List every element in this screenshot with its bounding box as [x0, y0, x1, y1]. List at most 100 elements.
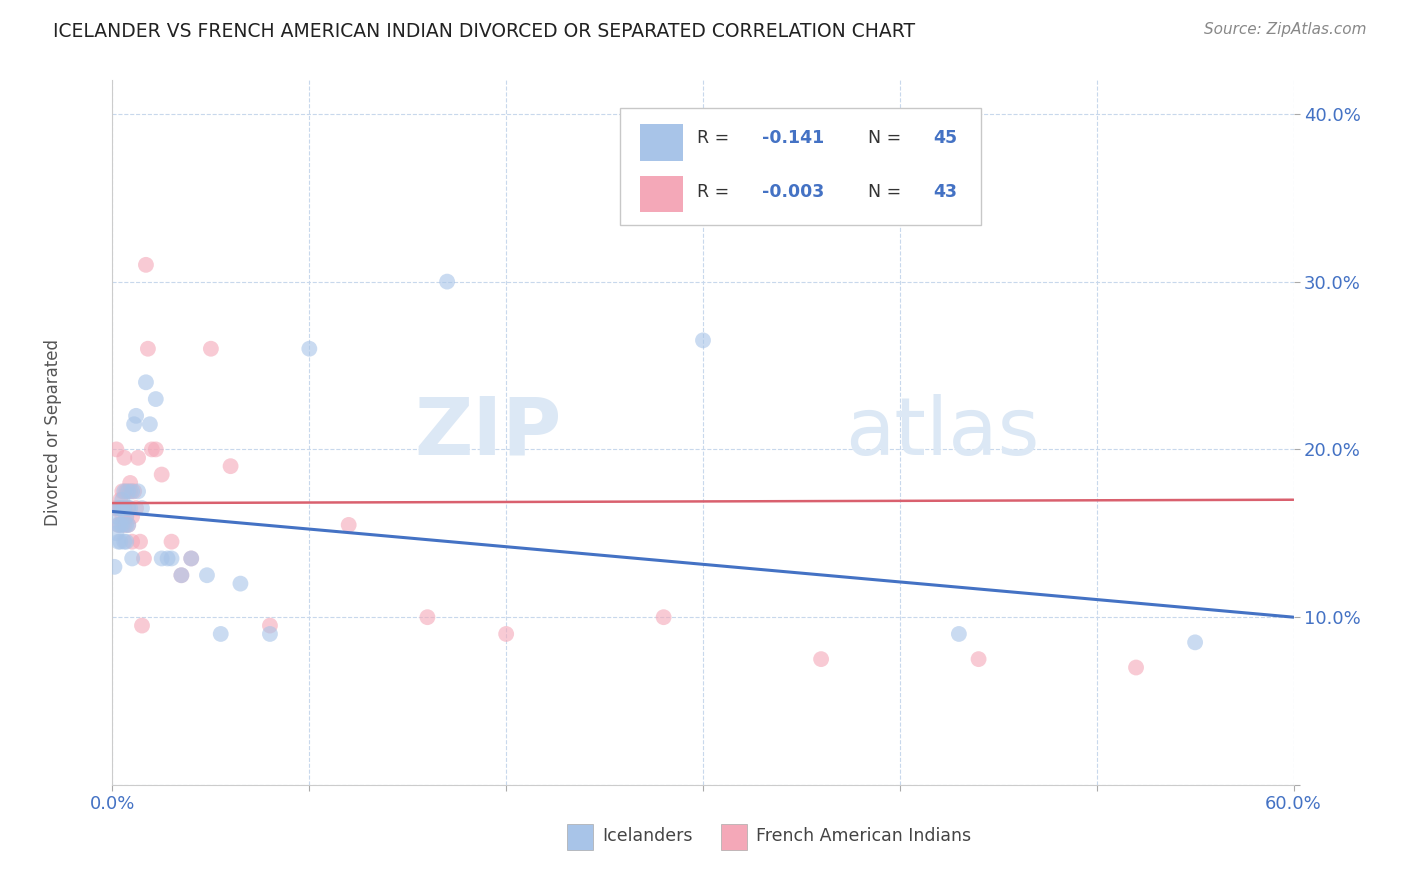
Point	[160, 534, 183, 549]
Point	[131, 618, 153, 632]
Point	[135, 376, 157, 390]
Text: atlas: atlas	[845, 393, 1039, 472]
Point	[122, 417, 145, 432]
Point	[141, 442, 163, 457]
Point	[156, 551, 179, 566]
Point	[110, 501, 132, 516]
Point	[112, 501, 135, 516]
Text: ICELANDER VS FRENCH AMERICAN INDIAN DIVORCED OR SEPARATED CORRELATION CHART: ICELANDER VS FRENCH AMERICAN INDIAN DIVO…	[53, 22, 915, 41]
Text: Divorced or Separated: Divorced or Separated	[45, 339, 62, 526]
Point	[117, 517, 139, 532]
Point	[180, 551, 202, 566]
Point	[107, 517, 129, 532]
Point	[120, 475, 142, 490]
Point	[112, 484, 135, 499]
Text: N =: N =	[869, 129, 907, 147]
Point	[127, 484, 149, 499]
Point	[117, 501, 139, 516]
Text: Source: ZipAtlas.com: Source: ZipAtlas.com	[1204, 22, 1367, 37]
Point	[117, 517, 139, 532]
Point	[652, 610, 675, 624]
Point	[170, 568, 193, 582]
Point	[416, 610, 439, 624]
Text: R =: R =	[697, 183, 735, 201]
Text: Icelanders: Icelanders	[603, 828, 693, 846]
Point	[145, 392, 167, 406]
Point	[121, 551, 143, 566]
Text: French American Indians: French American Indians	[756, 828, 972, 846]
Point	[110, 501, 132, 516]
Point	[337, 517, 360, 532]
Point	[115, 534, 138, 549]
Point	[139, 417, 162, 432]
Point	[111, 517, 134, 532]
Point	[170, 568, 193, 582]
Point	[1125, 660, 1147, 674]
Point	[115, 484, 138, 499]
Point	[136, 342, 159, 356]
Bar	[721, 823, 747, 850]
Text: -0.141: -0.141	[762, 129, 824, 147]
Point	[112, 534, 135, 549]
Point	[110, 534, 132, 549]
Point	[103, 559, 125, 574]
FancyBboxPatch shape	[620, 109, 980, 225]
Point	[121, 534, 143, 549]
Point	[160, 551, 183, 566]
Point	[150, 551, 173, 566]
Point	[111, 509, 134, 524]
Text: R =: R =	[697, 129, 735, 147]
Point	[110, 517, 132, 532]
Text: -0.003: -0.003	[762, 183, 824, 201]
Point	[112, 517, 135, 532]
Point	[495, 627, 517, 641]
Point	[120, 484, 142, 499]
Point	[219, 459, 242, 474]
Point	[209, 627, 232, 641]
Point	[117, 501, 139, 516]
Bar	[567, 823, 593, 850]
Point	[948, 627, 970, 641]
Point	[115, 509, 138, 524]
Point	[125, 409, 148, 423]
Text: 43: 43	[934, 183, 957, 201]
Point	[229, 576, 252, 591]
Point	[1184, 635, 1206, 649]
Point	[436, 275, 458, 289]
Point	[112, 501, 135, 516]
Point	[195, 568, 218, 582]
Point	[120, 501, 142, 516]
Point	[117, 484, 139, 499]
Point	[107, 517, 129, 532]
Point	[111, 501, 134, 516]
Point	[121, 484, 143, 499]
Point	[115, 517, 138, 532]
Point	[125, 501, 148, 516]
Point	[145, 442, 167, 457]
Point	[111, 492, 134, 507]
Point	[180, 551, 202, 566]
Point	[259, 627, 281, 641]
Point	[110, 492, 132, 507]
Point	[150, 467, 173, 482]
Point	[107, 501, 129, 516]
Point	[259, 618, 281, 632]
Point	[135, 258, 157, 272]
Text: 45: 45	[934, 129, 957, 147]
Bar	[640, 125, 683, 161]
Point	[200, 342, 222, 356]
Point	[122, 484, 145, 499]
Point	[121, 509, 143, 524]
Point	[810, 652, 832, 666]
Text: ZIP: ZIP	[413, 393, 561, 472]
Point	[105, 509, 128, 524]
Point	[298, 342, 321, 356]
Point	[692, 334, 714, 348]
Point	[127, 450, 149, 465]
Point	[111, 484, 134, 499]
Text: N =: N =	[869, 183, 907, 201]
Point	[103, 501, 125, 516]
Point	[967, 652, 990, 666]
Point	[105, 442, 128, 457]
Point	[112, 450, 135, 465]
